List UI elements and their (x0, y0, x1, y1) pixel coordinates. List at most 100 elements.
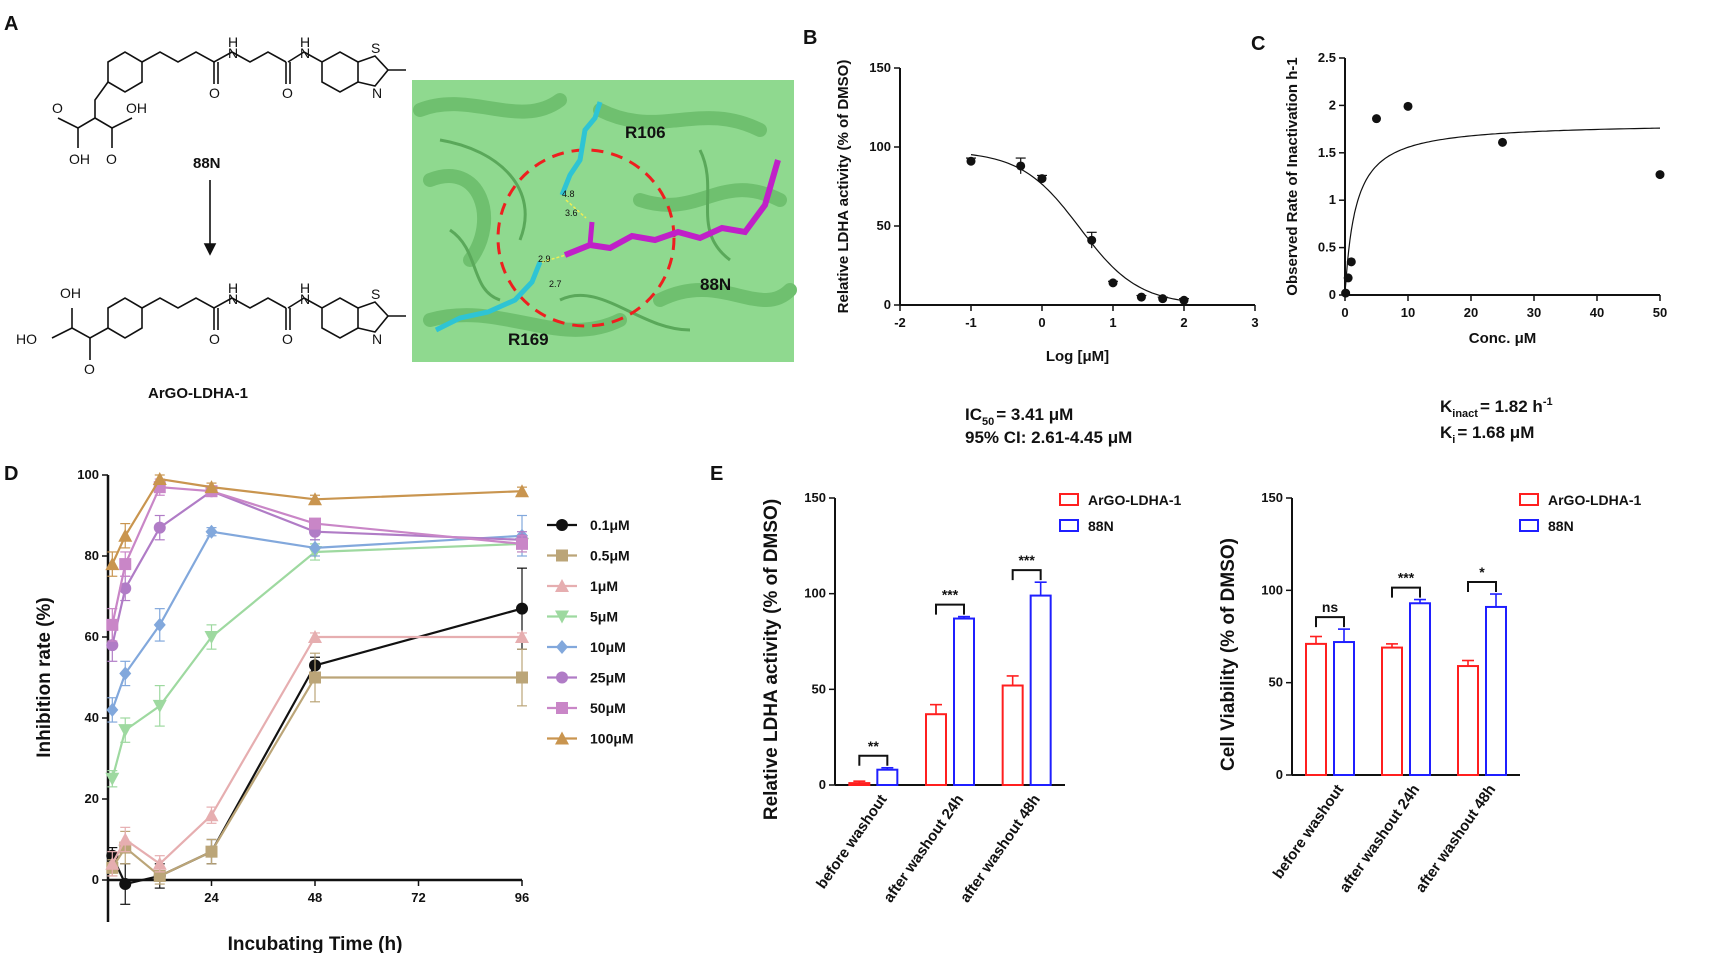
panel-label-a: A (4, 13, 18, 35)
y-tick-label: 100 (77, 467, 99, 482)
hbond-1 (565, 199, 587, 219)
atom-h-2: H (300, 34, 310, 50)
legend-marker (555, 731, 569, 745)
legend-marker (556, 549, 568, 562)
distance-label-4: 2.7 (549, 279, 562, 289)
series-line (111, 542, 523, 780)
data-point (309, 517, 321, 530)
atom-n-2: N (300, 45, 310, 61)
atom-oh-1: OH (126, 100, 147, 116)
series-line (111, 489, 523, 646)
x-axis-label: Conc. μM (1469, 330, 1537, 347)
legend-marker (556, 702, 568, 714)
data-point (106, 639, 119, 652)
atom-o-2: O (282, 85, 293, 101)
linker-bottom (231, 297, 287, 309)
legend-label: 10μM (590, 639, 626, 655)
benzothiazole-top (303, 51, 359, 93)
kinact-value: = 1.82 h (1480, 397, 1543, 416)
panel-label-d: D (4, 463, 18, 485)
kinact-prefix: K (1440, 397, 1453, 416)
significance-label: ns (1322, 599, 1339, 615)
data-point (1016, 161, 1026, 171)
x-tick-label: 40 (1590, 305, 1604, 320)
atom-o-6: O (282, 331, 293, 347)
atom-n-6: N (372, 331, 382, 347)
data-point (1343, 273, 1353, 283)
y-tick-label: 0 (92, 872, 99, 887)
atom-o-4: O (106, 151, 117, 167)
y-tick-label: 100 (804, 586, 826, 601)
alkyl-chain-bottom (141, 297, 233, 309)
data-point (516, 671, 528, 684)
atom-oh-3: OH (60, 285, 81, 301)
atom-ho-1: HO (16, 331, 37, 347)
malonate-arm (94, 117, 113, 129)
chart-e-viability: 0 50 100 150 Cell Viability (% of DMSO) ns bef… (1218, 490, 1642, 896)
y-tick-label: 1 (1329, 192, 1336, 207)
bar (1457, 665, 1479, 777)
kinact-text: Kinact = 1.82 h-1 (1440, 396, 1553, 420)
glyoxal-chain (71, 308, 109, 339)
data-point (153, 521, 166, 534)
legend-label: 50μM (590, 700, 626, 716)
kinact-superscript: -1 (1543, 396, 1553, 408)
bar (1381, 646, 1403, 777)
legend-label: 0.5μM (590, 548, 630, 564)
significance-bracket (1467, 581, 1497, 593)
y-tick-label: 0 (1276, 767, 1283, 782)
data-point (205, 524, 218, 539)
residue-r106-stick (559, 101, 603, 196)
y-tick-label: 80 (85, 548, 99, 563)
series-line (111, 607, 523, 886)
legend-swatch (1059, 519, 1079, 532)
bar (1001, 684, 1024, 786)
malonate-chain (77, 81, 109, 148)
significance-bracket (935, 603, 965, 615)
x-tick-label: 0 (1341, 305, 1348, 320)
acid-1 (57, 117, 79, 129)
legend-label: ArGO-LDHA-1 (1088, 492, 1182, 508)
amide-top (287, 51, 305, 63)
y-tick-label: 0.5 (1318, 240, 1336, 255)
data-point (118, 724, 133, 738)
data-point (1136, 292, 1146, 302)
x-tick-label: 2 (1180, 315, 1187, 330)
y-tick-label: 0 (819, 777, 826, 792)
ic50-subscript: 50 (982, 416, 994, 428)
data-point (152, 699, 167, 713)
y-axis-label: Relative LDHA activity (% of DMSO) (761, 499, 782, 820)
data-point (118, 832, 133, 846)
data-point (1037, 174, 1047, 184)
category-label: after washout 48h (957, 792, 1044, 906)
data-point (308, 492, 322, 506)
data-point (204, 480, 219, 494)
atom-s-2: S (371, 286, 380, 302)
legend-swatch (1519, 493, 1539, 506)
ki-subscript: i (1452, 434, 1455, 446)
ki-text: Ki = 1.68 μM (1440, 423, 1534, 446)
chart-b: 0 50 100 150 -2 -1 0 1 2 3 Log [μM] Relative LDHA a… (835, 60, 1259, 365)
atom-oh-2: OH (69, 151, 90, 167)
x-tick-label: 30 (1527, 305, 1541, 320)
bar (953, 617, 975, 786)
synthesis-arrowhead (203, 243, 217, 256)
significance-bracket (1315, 616, 1345, 628)
panel-label-b: B (803, 27, 817, 49)
series-line (111, 635, 522, 866)
data-point (105, 772, 120, 786)
atom-o-5: O (209, 331, 220, 347)
x-tick-label: 24 (204, 890, 219, 905)
significance-label: *** (1018, 552, 1035, 568)
data-point (118, 528, 133, 542)
legend-marker (556, 640, 568, 654)
x-axis-label: Incubating Time (h) (228, 934, 403, 953)
atom-n-4: N (228, 291, 238, 307)
x-tick-label: 20 (1464, 305, 1478, 320)
category-label: after washout 24h (880, 792, 967, 906)
x-tick-label: 3 (1251, 315, 1258, 330)
alkyl-chain-top (141, 51, 233, 63)
legend-marker (556, 671, 568, 684)
data-point (515, 484, 529, 498)
data-point (1108, 278, 1118, 288)
